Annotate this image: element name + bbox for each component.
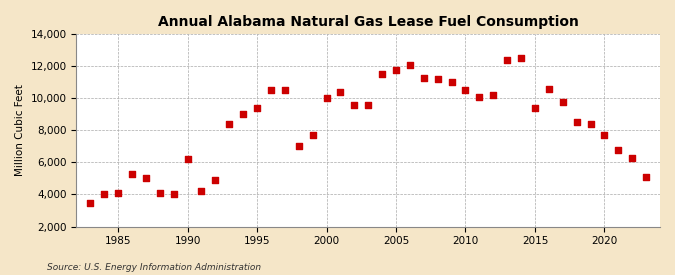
Point xyxy=(432,77,443,81)
Point xyxy=(446,80,457,85)
Point xyxy=(599,133,610,138)
Point xyxy=(252,106,263,110)
Y-axis label: Million Cubic Feet: Million Cubic Feet xyxy=(15,84,25,176)
Point xyxy=(99,191,109,196)
Point xyxy=(321,96,332,101)
Point xyxy=(210,178,221,182)
Title: Annual Alabama Natural Gas Lease Fuel Consumption: Annual Alabama Natural Gas Lease Fuel Co… xyxy=(158,15,578,29)
Point xyxy=(279,88,290,93)
Point xyxy=(140,176,151,181)
Point xyxy=(474,95,485,99)
Point xyxy=(85,200,96,205)
Point xyxy=(335,90,346,94)
Point xyxy=(182,157,193,161)
Point xyxy=(196,189,207,194)
Text: Source: U.S. Energy Information Administration: Source: U.S. Energy Information Administ… xyxy=(47,263,261,272)
Point xyxy=(571,120,582,125)
Point xyxy=(113,191,124,195)
Point xyxy=(543,87,554,91)
Point xyxy=(391,67,402,72)
Point xyxy=(238,112,248,117)
Point xyxy=(558,99,568,104)
Point xyxy=(585,122,596,126)
Point xyxy=(377,72,387,76)
Point xyxy=(265,88,276,93)
Point xyxy=(294,144,304,149)
Point xyxy=(418,75,429,80)
Point xyxy=(641,175,651,179)
Point xyxy=(460,88,471,93)
Point xyxy=(349,103,360,107)
Point xyxy=(404,63,415,67)
Point xyxy=(627,155,638,160)
Point xyxy=(362,103,373,107)
Point xyxy=(127,172,138,176)
Point xyxy=(168,191,179,196)
Point xyxy=(155,191,165,195)
Point xyxy=(307,133,318,138)
Point xyxy=(530,106,541,110)
Point xyxy=(488,93,499,97)
Point xyxy=(224,122,235,126)
Point xyxy=(516,56,526,60)
Point xyxy=(502,58,512,62)
Point xyxy=(613,147,624,152)
